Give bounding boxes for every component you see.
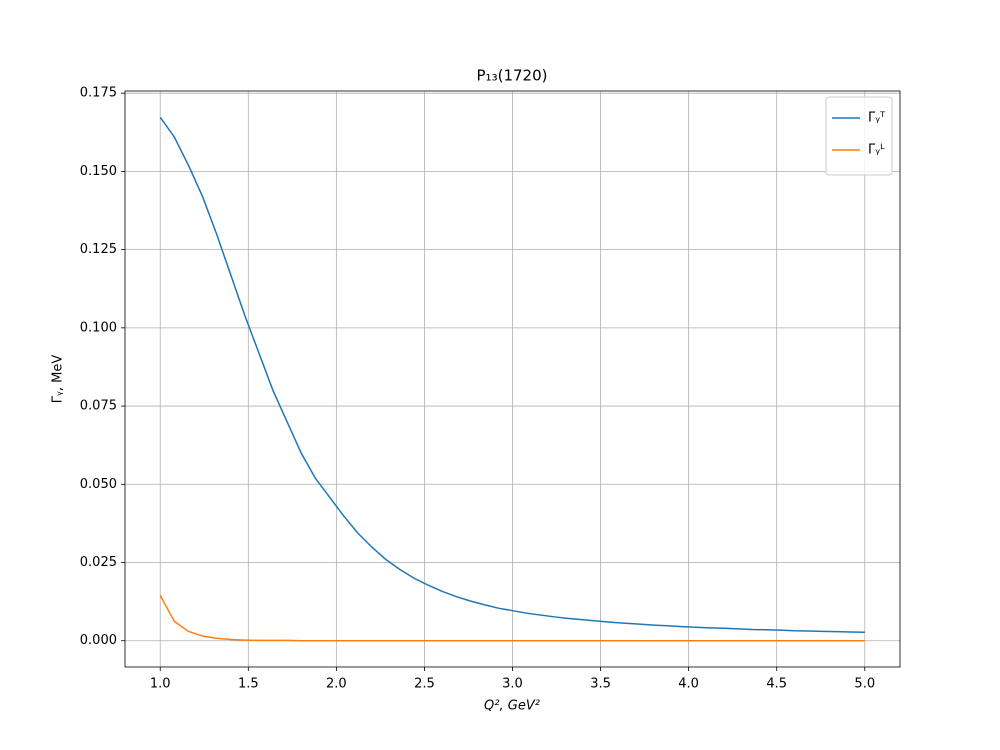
y-tick-label: 0.150	[80, 164, 117, 179]
x-tick-label: 1.5	[238, 677, 259, 692]
y-axis-label: Γᵧ, MeV	[51, 355, 66, 404]
line-series	[159, 594, 865, 642]
x-tick-label: 5.0	[854, 677, 875, 692]
legend: Γᵧᵀ Γᵧᴸ	[825, 96, 893, 176]
x-axis-label: Q², GeV²	[484, 699, 540, 714]
plot-frame	[124, 90, 901, 668]
x-tick-label: 2.0	[326, 677, 347, 692]
y-tick-label: 0.050	[80, 477, 117, 492]
legend-box	[825, 96, 893, 176]
y-tick-label: 0.075	[80, 399, 117, 414]
y-tick-label: 0.000	[80, 633, 117, 648]
x-tick-label: 4.0	[678, 677, 699, 692]
x-tick-label: 3.5	[590, 677, 611, 692]
y-tick-label: 0.175	[80, 86, 117, 101]
x-tick-label: 1.0	[150, 677, 171, 692]
x-tick-label: 3.0	[502, 677, 523, 692]
legend-label: Γᵧᵀ	[868, 111, 886, 126]
legend-label: Γᵧᴸ	[868, 143, 885, 158]
y-tick-label: 0.100	[80, 320, 117, 335]
x-tick-label: 2.5	[414, 677, 435, 692]
y-tick-label: 0.025	[80, 555, 117, 570]
line-series	[159, 116, 865, 634]
y-tick-label: 0.125	[80, 242, 117, 257]
x-tick-label: 4.5	[766, 677, 787, 692]
chart-title: P₁₃(1720)	[477, 67, 548, 85]
